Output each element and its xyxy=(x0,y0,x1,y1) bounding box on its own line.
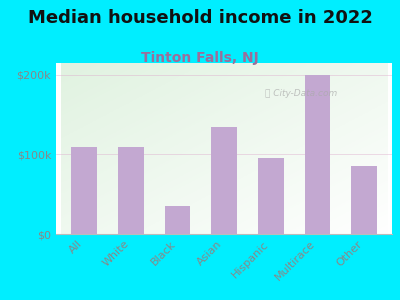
Text: ⓘ City-Data.com: ⓘ City-Data.com xyxy=(265,89,338,98)
Bar xyxy=(304,75,330,234)
Bar xyxy=(258,158,284,234)
Bar xyxy=(211,127,237,234)
Bar xyxy=(118,146,144,234)
Bar xyxy=(351,167,377,234)
Text: Tinton Falls, NJ: Tinton Falls, NJ xyxy=(141,51,259,65)
Bar xyxy=(164,206,190,234)
Bar xyxy=(71,146,97,234)
Text: Median household income in 2022: Median household income in 2022 xyxy=(28,9,372,27)
